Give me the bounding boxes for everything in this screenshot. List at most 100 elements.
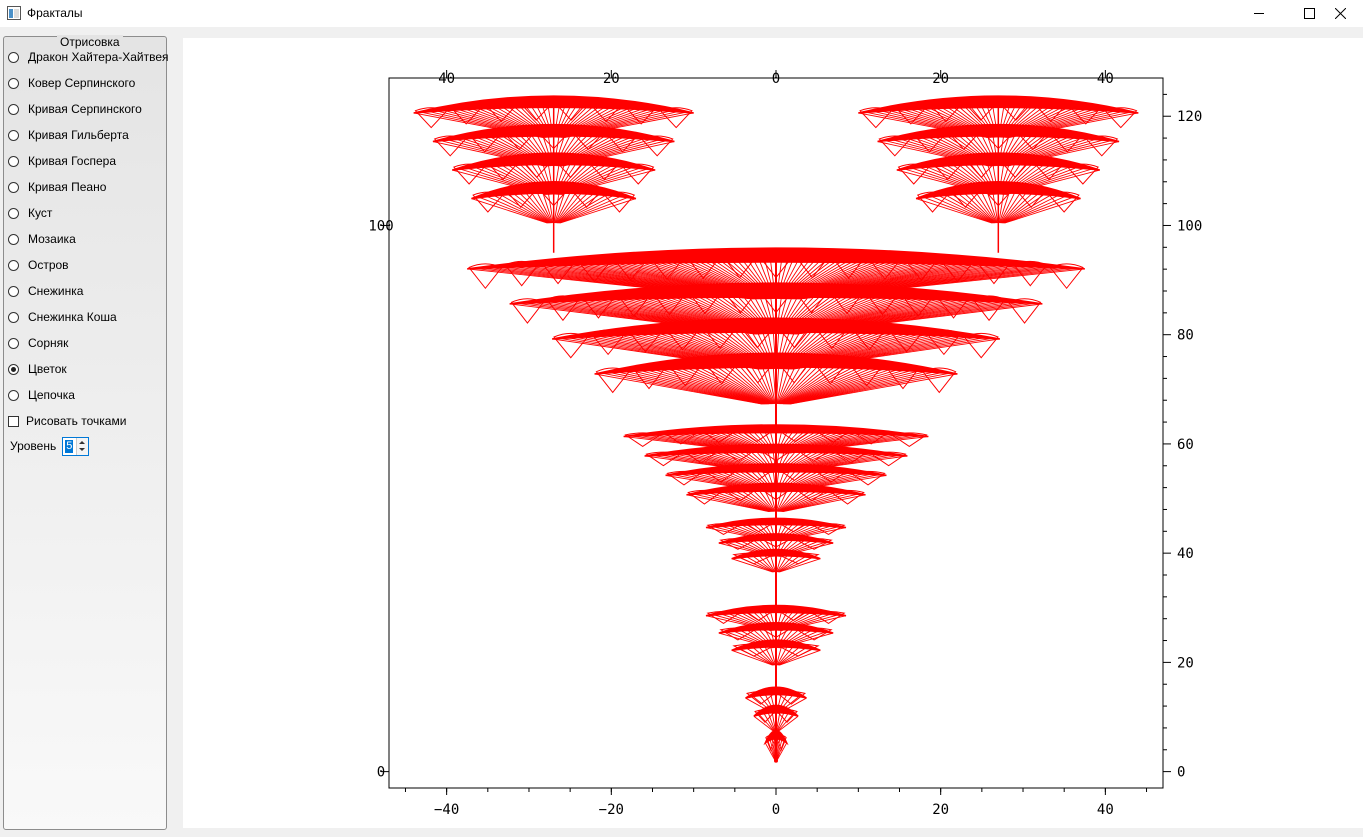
radio-sierpinski-carpet[interactable]: [8, 77, 19, 89]
y-left-tick-label: 0: [377, 765, 385, 781]
fractal-branch: [779, 489, 828, 512]
fractal-subfan: [754, 709, 776, 723]
fractal-subfan: [981, 128, 1015, 150]
radio-hilbert-curve[interactable]: [8, 129, 19, 141]
option-gosper-curve[interactable]: Кривая Госпера: [8, 151, 116, 171]
fractal-branch: [546, 186, 554, 224]
fractal-subfan: [830, 489, 865, 505]
option-sierpinski-curve[interactable]: Кривая Серпинского: [8, 99, 142, 119]
fractal-branch: [778, 487, 809, 512]
radio-island[interactable]: [8, 259, 19, 271]
fractal-subfan: [571, 129, 605, 151]
fractal-subfan: [510, 298, 545, 324]
fractal-plot: −40 −20 0 20 40 40 20 0 20 40 0 20 40 60 80 100 120 0 100: [368, 70, 1202, 818]
option-island[interactable]: Остров: [8, 255, 69, 275]
fractal-subfan: [849, 360, 884, 387]
option-label: Дракон Хайтера-Хайтвея: [28, 50, 169, 64]
draw-points-checkbox[interactable]: [8, 415, 19, 427]
fractal-branch: [734, 359, 774, 405]
fractal-subfan: [640, 135, 674, 157]
y-tick-label: 80: [1177, 328, 1194, 344]
fractal-branch: [785, 365, 894, 405]
option-sierpinski-carpet[interactable]: Ковер Серпинского: [8, 73, 135, 93]
fractal-branch: [782, 492, 853, 512]
option-hilbert-curve[interactable]: Кривая Гильберта: [8, 125, 129, 145]
radio-koch-snowflake[interactable]: [8, 311, 19, 323]
fractal-branch: [928, 194, 993, 224]
fractal-branch: [780, 489, 834, 512]
fractal-subfan: [776, 607, 811, 621]
x-top-tick-label: 40: [438, 71, 455, 87]
fractal-subfan: [776, 552, 820, 565]
radio-gosper-curve[interactable]: [8, 155, 19, 167]
fractal-branch: [711, 490, 772, 512]
spin-down-icon[interactable]: [79, 447, 86, 451]
fractal-subfan: [741, 607, 776, 621]
radio-peano-curve[interactable]: [8, 181, 19, 193]
fractal-branch: [782, 361, 856, 405]
radio-mosaic[interactable]: [8, 233, 19, 245]
close-button[interactable]: [1317, 0, 1363, 27]
fractal-branch: [1003, 194, 1069, 224]
fractal-branch: [782, 362, 863, 405]
fractal-subfan: [1016, 129, 1050, 151]
fractal-branch: [509, 189, 551, 224]
fractal-subfan: [468, 131, 502, 153]
radio-weed[interactable]: [8, 337, 19, 349]
fractal-branch: [556, 189, 599, 224]
spin-up-icon[interactable]: [79, 440, 86, 444]
radio-sierpinski-curve[interactable]: [8, 103, 19, 115]
fractal-branch: [779, 649, 821, 666]
fractal-subfan: [624, 432, 662, 448]
radio-bush[interactable]: [8, 207, 19, 219]
fractal-branch: [777, 644, 796, 666]
radio-chain[interactable]: [8, 389, 19, 401]
radio-flower[interactable]: [8, 363, 19, 375]
level-spinbox[interactable]: 5: [62, 436, 90, 456]
fractal-subfan: [554, 157, 587, 179]
option-chain[interactable]: Цепочка: [8, 385, 75, 405]
x-top-tick-label: 0: [772, 71, 780, 87]
minimize-button[interactable]: [1236, 0, 1282, 27]
maximize-button[interactable]: [1286, 0, 1332, 27]
option-bush[interactable]: Куст: [8, 203, 52, 223]
spin-arrows[interactable]: [76, 437, 89, 455]
draw-points-option[interactable]: Рисовать точками: [8, 411, 126, 431]
option-label: Ковер Серпинского: [28, 76, 136, 90]
close-icon: [1334, 8, 1346, 19]
fractal-branch: [778, 646, 808, 666]
option-peano-curve[interactable]: Кривая Пеано: [8, 177, 106, 197]
option-weed[interactable]: Сорняк: [8, 333, 68, 353]
fractal-branch: [776, 737, 783, 761]
fractal-branch: [756, 553, 775, 573]
fractal-branch: [778, 487, 815, 512]
fractal-branch: [779, 360, 825, 405]
radio-snowflake[interactable]: [8, 285, 19, 297]
fractal-subfan: [926, 329, 962, 356]
fractal-branch: [766, 709, 776, 732]
fractal-subfan: [719, 627, 757, 641]
radio-dragon[interactable]: [8, 51, 19, 63]
fractal-subfan: [1013, 260, 1048, 287]
fractal-branch: [777, 359, 799, 405]
fractal-branch: [496, 192, 550, 224]
option-dragon[interactable]: Дракон Хайтера-Хайтвея: [8, 47, 169, 67]
option-mosaic[interactable]: Мозаика: [8, 229, 76, 249]
level-value[interactable]: 5: [65, 439, 74, 453]
fractal-fan: [413, 95, 694, 253]
fractal-branch: [677, 363, 769, 405]
fractal-subfan: [449, 103, 483, 125]
fractal-subfan: [741, 520, 776, 533]
option-koch-snowflake[interactable]: Снежинка Коша: [8, 307, 117, 327]
fractal-branch: [724, 489, 773, 512]
option-flower[interactable]: Цветок: [8, 359, 67, 379]
fractal-branch: [556, 188, 592, 224]
fractal-branch: [998, 186, 1006, 224]
fractal-branch: [708, 361, 771, 405]
fractal-branch: [664, 364, 768, 405]
fractal-subfan: [832, 448, 870, 464]
fractal-fan: [467, 247, 1085, 405]
fractal-subfan: [589, 101, 623, 123]
fractal-subfan: [936, 293, 971, 319]
option-snowflake[interactable]: Снежинка: [8, 281, 83, 301]
